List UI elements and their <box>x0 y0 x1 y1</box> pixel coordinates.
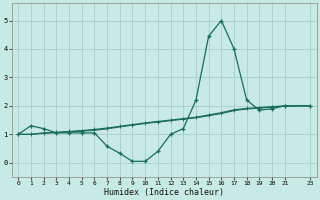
X-axis label: Humidex (Indice chaleur): Humidex (Indice chaleur) <box>104 188 224 197</box>
